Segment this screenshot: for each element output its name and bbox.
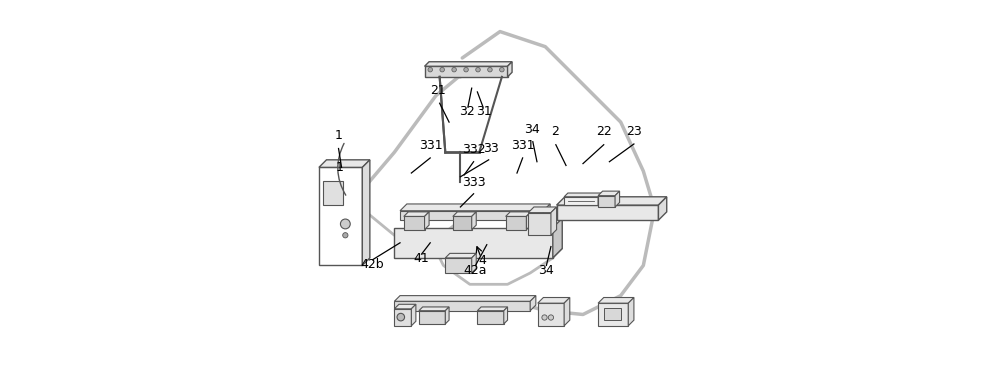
Polygon shape: [323, 180, 343, 205]
Text: 31: 31: [476, 105, 492, 117]
Polygon shape: [411, 304, 416, 326]
Polygon shape: [551, 207, 557, 235]
Polygon shape: [628, 298, 634, 326]
Polygon shape: [400, 204, 550, 211]
Text: 1: 1: [336, 161, 344, 174]
Polygon shape: [319, 167, 362, 266]
Polygon shape: [394, 309, 411, 326]
Text: 42b: 42b: [360, 258, 384, 271]
Polygon shape: [506, 212, 531, 216]
Polygon shape: [528, 207, 557, 213]
Text: 42a: 42a: [464, 264, 487, 277]
Polygon shape: [564, 298, 570, 326]
Text: 32: 32: [459, 105, 475, 117]
Text: 1: 1: [335, 129, 342, 142]
Text: 33: 33: [483, 142, 498, 155]
Circle shape: [397, 314, 405, 321]
Polygon shape: [528, 213, 551, 235]
Polygon shape: [419, 307, 449, 311]
Polygon shape: [598, 191, 620, 196]
Polygon shape: [564, 197, 598, 205]
Text: 41: 41: [413, 252, 429, 265]
Polygon shape: [445, 258, 472, 273]
Circle shape: [428, 67, 432, 72]
Polygon shape: [604, 308, 621, 320]
Text: 331: 331: [420, 139, 443, 152]
Circle shape: [500, 67, 504, 72]
Polygon shape: [425, 66, 508, 77]
Polygon shape: [564, 193, 602, 197]
Polygon shape: [472, 253, 476, 273]
Polygon shape: [553, 218, 562, 258]
Polygon shape: [477, 311, 504, 324]
Polygon shape: [394, 296, 536, 301]
Polygon shape: [538, 298, 570, 303]
Polygon shape: [508, 62, 512, 77]
Polygon shape: [658, 197, 667, 220]
Polygon shape: [425, 212, 429, 230]
Polygon shape: [362, 160, 370, 266]
Polygon shape: [453, 212, 476, 216]
Text: 22: 22: [596, 125, 612, 138]
Text: 2: 2: [551, 125, 559, 138]
Polygon shape: [319, 160, 370, 167]
Text: 34: 34: [524, 124, 540, 136]
Polygon shape: [445, 307, 449, 324]
Circle shape: [548, 315, 554, 320]
Polygon shape: [404, 212, 429, 216]
Circle shape: [476, 67, 480, 72]
Polygon shape: [598, 298, 634, 303]
Text: 21: 21: [430, 84, 446, 97]
Circle shape: [440, 67, 444, 72]
Circle shape: [464, 67, 468, 72]
Polygon shape: [400, 211, 543, 220]
Polygon shape: [394, 301, 530, 311]
Polygon shape: [445, 253, 476, 258]
Polygon shape: [543, 204, 550, 220]
Circle shape: [343, 233, 348, 238]
Circle shape: [340, 219, 350, 229]
Polygon shape: [504, 307, 508, 324]
Polygon shape: [557, 197, 667, 205]
Polygon shape: [394, 249, 562, 258]
Circle shape: [488, 67, 492, 72]
Polygon shape: [472, 212, 476, 230]
Text: 34: 34: [539, 264, 554, 277]
Polygon shape: [598, 196, 615, 207]
Polygon shape: [394, 228, 553, 258]
Polygon shape: [598, 193, 602, 205]
Polygon shape: [530, 296, 536, 311]
Polygon shape: [419, 311, 445, 324]
Polygon shape: [526, 212, 531, 230]
Text: 333: 333: [463, 176, 486, 189]
Text: 331: 331: [512, 139, 535, 152]
Circle shape: [542, 315, 547, 320]
Polygon shape: [615, 191, 620, 207]
Polygon shape: [538, 303, 564, 326]
Polygon shape: [506, 216, 526, 230]
Polygon shape: [394, 304, 416, 309]
Polygon shape: [477, 307, 508, 311]
Circle shape: [452, 67, 456, 72]
Polygon shape: [404, 216, 425, 230]
Text: 4: 4: [478, 253, 486, 266]
Polygon shape: [425, 62, 512, 66]
Polygon shape: [557, 205, 658, 220]
Polygon shape: [598, 303, 628, 326]
Text: 332: 332: [463, 143, 486, 156]
Text: 23: 23: [626, 125, 642, 138]
Polygon shape: [453, 216, 472, 230]
